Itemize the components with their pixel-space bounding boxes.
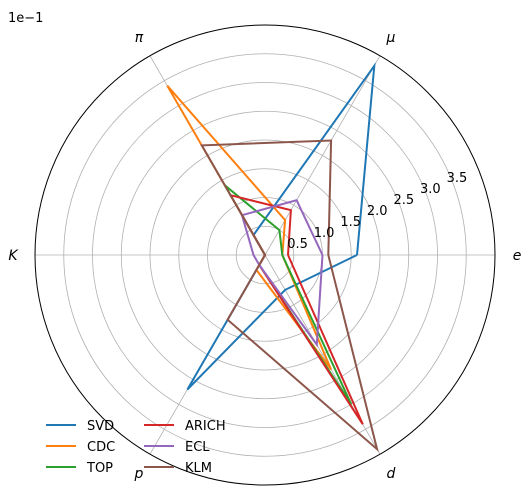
legend-label: CDC (87, 440, 115, 455)
axis-label: μ (386, 30, 396, 46)
series-line-ecl (240, 199, 324, 348)
r-tick-label: 3.5 (447, 171, 468, 186)
legend: SVD CDC TOP ARICH ECL KLM (46, 419, 226, 476)
axis-label: K (8, 248, 19, 264)
series-line-klm (200, 139, 379, 453)
radar-series (166, 62, 379, 453)
r-tick-label: 0.5 (287, 237, 308, 252)
scale-note: 1e−1 (8, 11, 43, 26)
axis-label: π (135, 30, 144, 46)
r-tick-label: 2.0 (367, 204, 388, 219)
axis-label: e (513, 248, 522, 264)
legend-label: TOP (86, 461, 113, 476)
legend-label: KLM (185, 461, 212, 476)
axis-label: d (387, 466, 396, 482)
r-tick-label: 1.0 (314, 226, 335, 241)
radar-labels: 0.5 1.0 1.5 2.0 2.5 3.0 3.5 e μ π Kp d (8, 30, 521, 482)
axis-label: p (134, 466, 144, 482)
legend-label: ECL (185, 440, 210, 455)
r-tick-label: 3.0 (420, 182, 441, 197)
r-tick-label: 1.5 (340, 215, 361, 230)
legend-label: SVD (87, 419, 114, 434)
legend-label: ARICH (185, 419, 226, 434)
r-tick-label: 2.5 (393, 193, 414, 208)
outer-frame (34, 24, 496, 486)
